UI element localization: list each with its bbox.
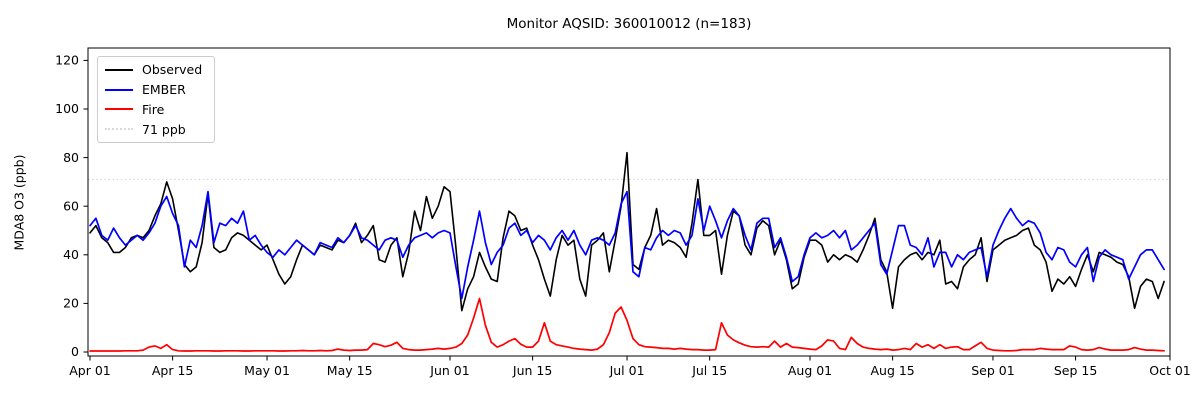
observed-line-swatch [105,68,133,71]
x-tick-label: Apr 15 [152,363,194,378]
x-tick-label: Jun 01 [429,363,469,378]
legend-item-threshold: 71 ppb [105,122,207,137]
legend-item-ember: EMBER [105,82,207,97]
ember-line-swatch [105,88,133,91]
x-tick-label: Sep 01 [971,363,1014,378]
x-tick-label: Oct 01 [1149,363,1191,378]
legend-label: 71 ppb [142,121,186,137]
x-tick-label: Sep 15 [1054,363,1097,378]
legend-label: EMBER [142,82,186,98]
x-tick-label: May 01 [244,363,290,378]
legend-label: Observed [142,62,203,78]
x-tick-label: Apr 01 [69,363,111,378]
y-tick-label: 40 [63,247,79,262]
ember-series-line [89,190,1165,300]
x-tick-label: Jun 15 [512,363,552,378]
x-tick-label: Aug 15 [870,363,914,378]
y-tick-label: 80 [63,150,79,165]
axes-frame [87,47,1171,357]
threshold-line-swatch [105,128,133,131]
fire-series-line [89,297,1165,352]
y-tick-label: 60 [63,198,79,213]
y-tick-label: 120 [55,53,79,68]
observed-series-line [89,151,1165,312]
x-tick-label: Aug 01 [788,363,832,378]
chart-title: Monitor AQSID: 360010012 (n=183) [506,16,752,32]
y-tick-label: 100 [55,101,79,116]
x-tick-label: Jul 01 [609,363,645,378]
x-tick-label: Jul 15 [691,363,727,378]
legend-item-observed: Observed [105,62,207,77]
y-tick-label: 20 [63,296,79,311]
legend-item-fire: Fire [105,102,207,117]
y-tick-label: 0 [71,344,79,359]
legend-label: Fire [142,101,165,117]
x-tick-label: May 15 [327,363,373,378]
legend: Observed EMBER Fire 71 ppb [97,56,215,143]
fire-line-swatch [105,108,133,111]
